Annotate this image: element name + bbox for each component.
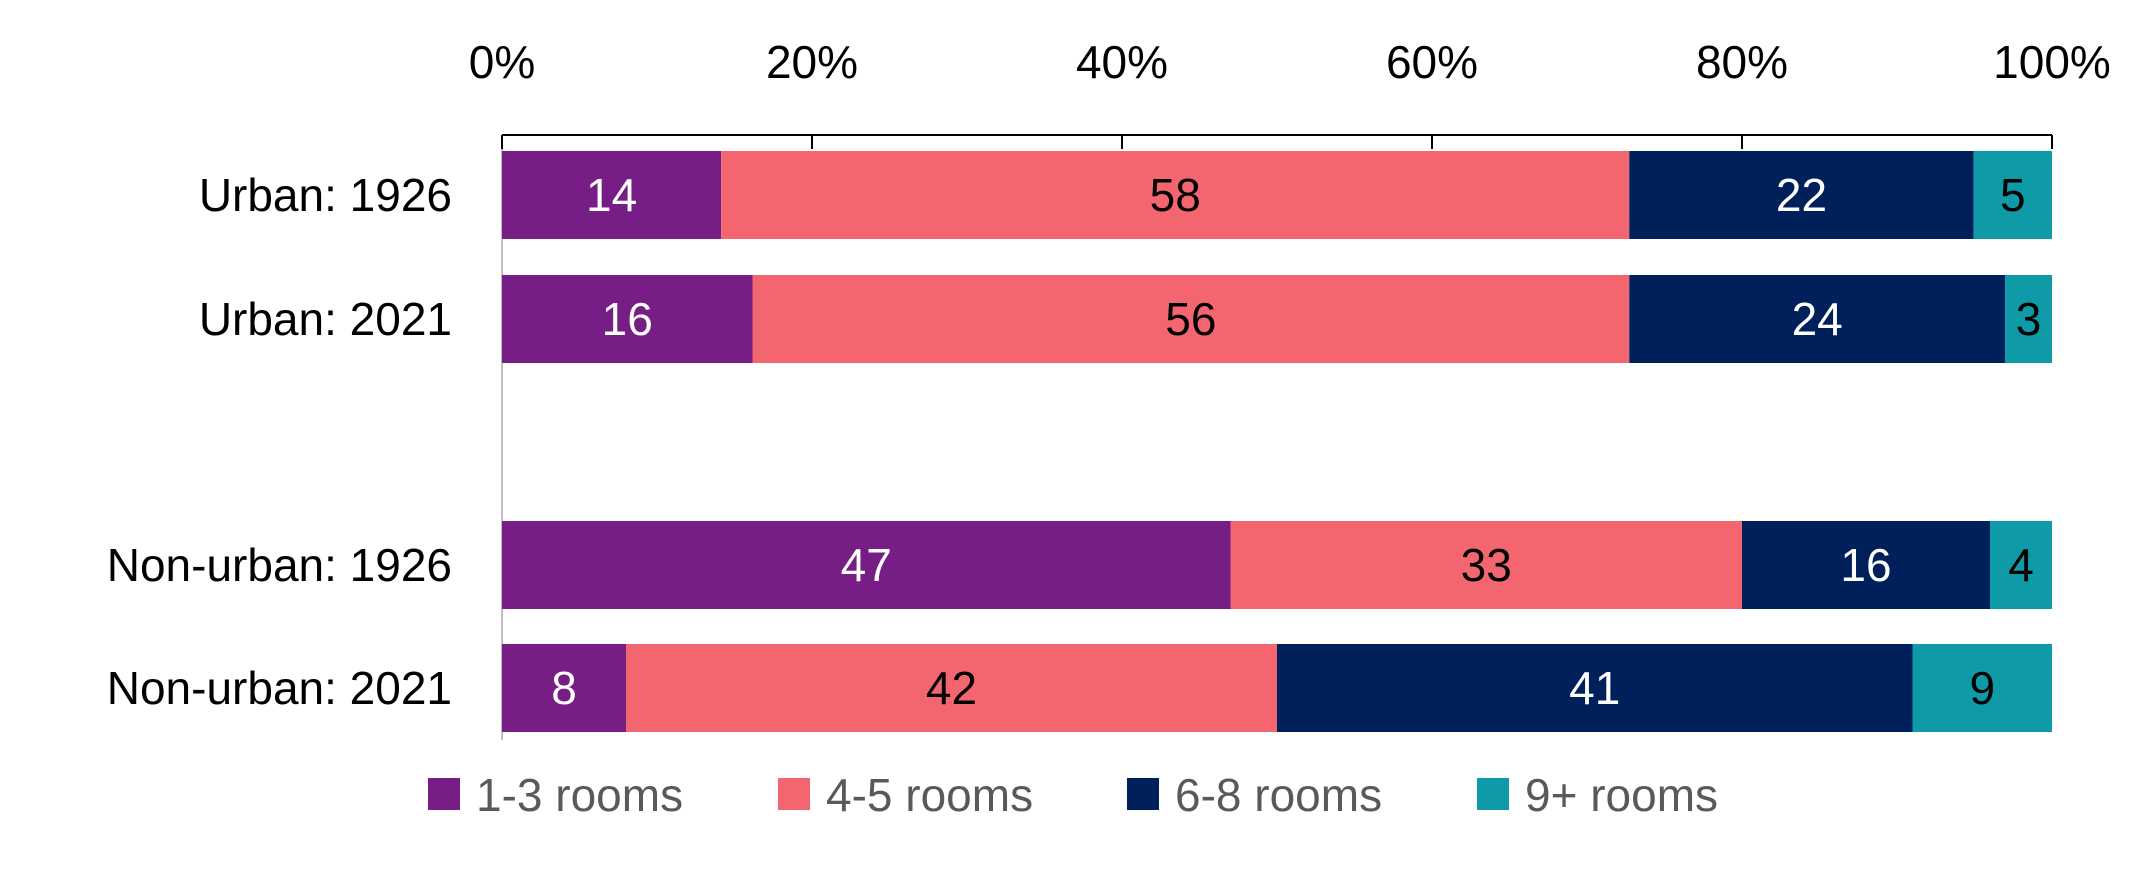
legend-label: 9+ rooms	[1525, 769, 1718, 821]
legend-label: 6-8 rooms	[1175, 769, 1382, 821]
bar-segment-9-rooms	[1990, 521, 2052, 609]
x-tick-label: 100%	[1993, 36, 2111, 88]
data-label: 56	[1165, 293, 1216, 345]
bar-segment-4-5-rooms	[626, 644, 1277, 732]
data-label: 4	[2008, 539, 2034, 591]
data-label: 8	[551, 662, 577, 714]
category-label: Urban: 1926	[199, 169, 452, 221]
bar-segment-6-8-rooms	[1629, 275, 2006, 363]
bar-segment-1-3-rooms	[502, 275, 753, 363]
data-label: 47	[841, 539, 892, 591]
legend-swatch	[1127, 778, 1159, 810]
bar-segment-4-5-rooms	[752, 275, 1630, 363]
legend-item-6-8-rooms: 6-8 rooms	[1127, 769, 1382, 821]
legend-label: 4-5 rooms	[826, 769, 1033, 821]
x-tick-label: 20%	[766, 36, 858, 88]
category-label: Urban: 2021	[199, 293, 452, 345]
data-label: 22	[1776, 169, 1827, 221]
x-axis: 0% 20% 40% 60% 80% 100%	[469, 36, 2111, 740]
category-label: Non-urban: 1926	[107, 539, 452, 591]
data-label: 5	[2000, 169, 2026, 221]
legend-swatch	[778, 778, 810, 810]
x-tick-label: 0%	[469, 36, 535, 88]
legend-item-9-rooms: 9+ rooms	[1477, 769, 1718, 821]
data-label: 41	[1569, 662, 1620, 714]
bar-segment-1-3-rooms	[502, 151, 722, 239]
bar-segment-4-5-rooms	[1230, 521, 1742, 609]
bar-segment-6-8-rooms	[1742, 521, 1990, 609]
legend-swatch	[428, 778, 460, 810]
category-labels: Urban: 1926 Urban: 2021 Non-urban: 1926 Non…	[107, 169, 452, 714]
bar-segment-1-3-rooms	[502, 521, 1231, 609]
data-label: 24	[1792, 293, 1843, 345]
data-labels: 14 58 22 5 16 56 24 3 47 33 16 4 8 42 41 9	[551, 169, 2041, 714]
x-tick-label: 60%	[1386, 36, 1478, 88]
data-label: 3	[2016, 293, 2042, 345]
data-label: 9	[1969, 662, 1995, 714]
bar-segment-9-rooms	[1973, 151, 2052, 239]
bar-segment-6-8-rooms	[1629, 151, 1974, 239]
bar-segment-9-rooms	[1912, 644, 2052, 732]
x-tick-label: 80%	[1696, 36, 1788, 88]
data-label: 16	[1840, 539, 1891, 591]
bar-segment-9-rooms	[2005, 275, 2052, 363]
bar-segment-4-5-rooms	[721, 151, 1630, 239]
data-label: 16	[602, 293, 653, 345]
legend-item-1-3-rooms: 1-3 rooms	[428, 769, 683, 821]
data-label: 14	[586, 169, 637, 221]
bar-segment-1-3-rooms	[502, 644, 626, 732]
legend-swatch	[1477, 778, 1509, 810]
data-label: 42	[926, 662, 977, 714]
legend-item-4-5-rooms: 4-5 rooms	[778, 769, 1033, 821]
bars	[502, 151, 2052, 732]
category-label: Non-urban: 2021	[107, 662, 452, 714]
data-label: 33	[1461, 539, 1512, 591]
legend: 1-3 rooms 4-5 rooms 6-8 rooms 9+ rooms	[428, 769, 1718, 821]
legend-label: 1-3 rooms	[476, 769, 683, 821]
data-label: 58	[1150, 169, 1201, 221]
bar-segment-6-8-rooms	[1277, 644, 1913, 732]
x-tick-label: 40%	[1076, 36, 1168, 88]
